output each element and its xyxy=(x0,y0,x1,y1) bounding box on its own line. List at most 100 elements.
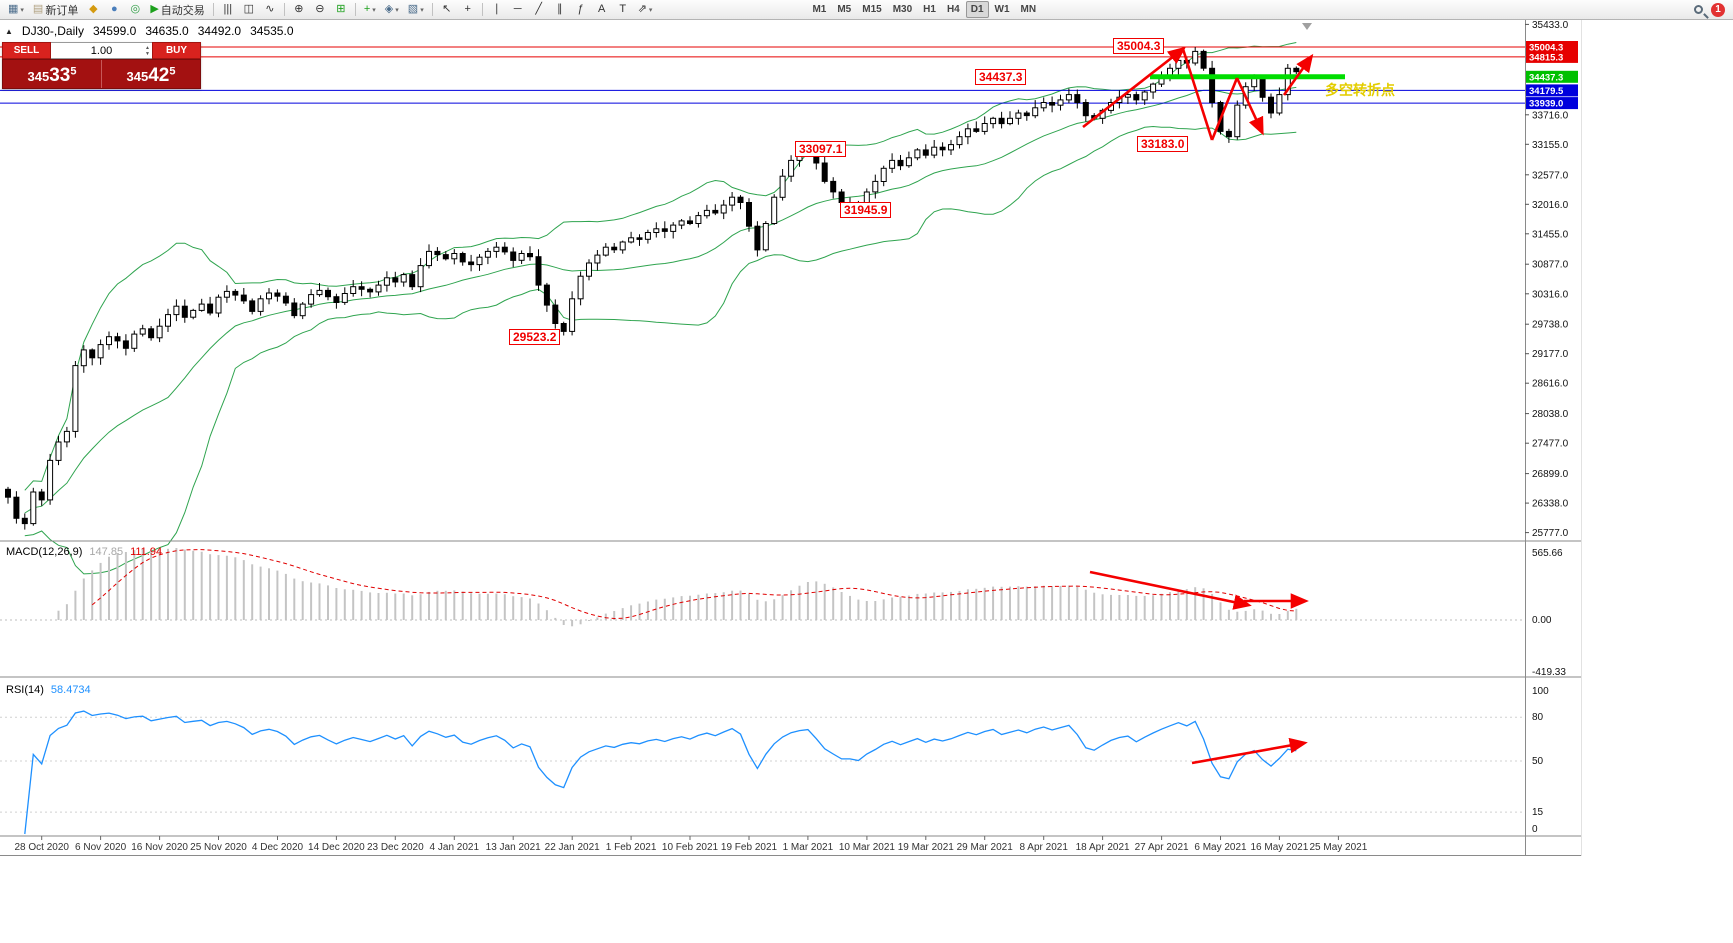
toolbar-separator xyxy=(283,3,285,16)
price-tick-label: 29177.0 xyxy=(1532,349,1569,360)
sell-price-pip: 5 xyxy=(70,65,77,78)
timeframe-mn-button[interactable]: MN xyxy=(1020,4,1037,15)
rsi-arrows[interactable] xyxy=(1191,737,1308,765)
price-annotation-label[interactable]: 34437.3 xyxy=(975,69,1027,85)
zoom-out-button[interactable]: ⊖ xyxy=(310,1,330,18)
zoom-in-button[interactable]: ⊕ xyxy=(289,1,309,18)
price-badge-label: 35004.3 xyxy=(1529,43,1563,54)
indicators-button[interactable]: + ▾ xyxy=(360,1,380,18)
horizontal-line-button[interactable]: ─ xyxy=(508,1,528,18)
trend-arrows[interactable] xyxy=(1082,46,1314,141)
fibonacci-button[interactable]: ƒ xyxy=(571,1,591,18)
date-tick-label: 23 Dec 2020 xyxy=(367,842,424,853)
sell-price[interactable]: 345335 xyxy=(3,60,102,88)
sell-price-main: 345 xyxy=(27,69,50,84)
price-tick-label: 32577.0 xyxy=(1532,170,1569,181)
date-tick-label: 6 Nov 2020 xyxy=(75,842,127,853)
candlestick-chart-type-button[interactable]: ◫ xyxy=(239,1,259,18)
text-button[interactable]: A xyxy=(592,1,612,18)
autotrading-button[interactable]: ▶ 自动交易 xyxy=(146,1,208,18)
date-tick-label: 1 Mar 2021 xyxy=(783,842,834,853)
date-tick-label: 1 Feb 2021 xyxy=(606,842,657,853)
horizontal-level-lines[interactable] xyxy=(0,46,1525,104)
buy-button[interactable]: BUY xyxy=(152,42,201,59)
toolbar-right-group: 1 xyxy=(1694,2,1729,17)
dropdown-caret-icon: ▾ xyxy=(20,6,24,14)
search-icon[interactable] xyxy=(1694,5,1703,14)
date-tick-label: 8 Apr 2021 xyxy=(1020,842,1069,853)
rsi-title-text: RSI(14) xyxy=(6,684,44,696)
macd-scale-label: 0.00 xyxy=(1532,615,1552,626)
price-annotation-label[interactable]: 31945.9 xyxy=(840,202,892,218)
fibonacci-icon: ƒ xyxy=(577,3,584,15)
collapse-panel-arrow-icon[interactable]: ▲ xyxy=(5,26,13,36)
timeframe-m30-button[interactable]: M30 xyxy=(892,4,913,15)
timeframe-h4-button[interactable]: H4 xyxy=(946,4,960,15)
timeframe-m1-button[interactable]: M1 xyxy=(812,4,827,15)
bollinger-middle-band xyxy=(24,86,1297,514)
price-annotation-label[interactable]: 33183.0 xyxy=(1137,136,1189,152)
price-tick-label: 27477.0 xyxy=(1532,439,1569,450)
rsi-scale-label: 15 xyxy=(1532,807,1544,818)
vertical-line-button[interactable]: ∣ xyxy=(487,1,507,18)
buy-price[interactable]: 345425 xyxy=(102,60,200,88)
sell-button[interactable]: SELL xyxy=(2,42,51,59)
timeframe-m15-button[interactable]: M15 xyxy=(862,4,882,15)
timeframe-m5-button[interactable]: M5 xyxy=(837,4,852,15)
price-tick-label: 30877.0 xyxy=(1532,260,1569,271)
timeframe-d1-button[interactable]: D1 xyxy=(965,1,989,18)
tile-windows-button[interactable]: ⊞ xyxy=(331,1,351,18)
toolbar-separator xyxy=(354,3,356,16)
crosshair-button[interactable]: + xyxy=(458,1,478,18)
chart-shift-marker-icon[interactable] xyxy=(1302,23,1312,30)
history-center-icon-button[interactable]: ◆ xyxy=(83,1,103,18)
red-arrow xyxy=(1082,46,1187,129)
chart-canvas[interactable]: 35433.0 33716.0 33155.0 32577.0 32016.0 31455… xyxy=(0,20,1581,856)
chart-plot-area[interactable] xyxy=(0,20,1525,856)
notification-badge[interactable]: 1 xyxy=(1711,2,1725,17)
price-tick-label: 25777.0 xyxy=(1532,528,1569,539)
macd-signal-value: 111.94 xyxy=(130,546,163,558)
cursor-button[interactable]: ↖ xyxy=(437,1,457,18)
text-icon: A xyxy=(598,3,606,15)
new-chart-button[interactable]: ▦ ▾ xyxy=(4,1,28,18)
community-icon-button[interactable]: ◎ xyxy=(125,1,145,18)
price-tick-label: 28038.0 xyxy=(1532,409,1569,420)
date-tick-label: 25 May 2021 xyxy=(1309,842,1367,853)
dropdown-caret-icon: ▾ xyxy=(420,6,424,14)
dropdown-caret-icon: ▾ xyxy=(648,6,653,14)
toolbar-button-label: 新订单 xyxy=(45,4,79,17)
spinner-down-icon[interactable]: ▼ xyxy=(145,51,150,57)
date-tick-label: 6 May 2021 xyxy=(1194,842,1247,853)
macd-arrows[interactable] xyxy=(1089,570,1309,610)
label-button[interactable]: T xyxy=(613,1,633,18)
new-order-button[interactable]: ▤ 新订单 xyxy=(29,1,82,18)
bar-chart-type-button[interactable]: ||| xyxy=(218,1,238,18)
price-axis[interactable]: 35433.0 33716.0 33155.0 32577.0 32016.0 31455… xyxy=(1525,20,1578,835)
price-tick-label: 28616.0 xyxy=(1532,379,1569,390)
channel-button[interactable]: ∥ xyxy=(550,1,570,18)
trendline-button[interactable]: ╱ xyxy=(529,1,549,18)
templates-button[interactable]: ▧ ▾ xyxy=(404,1,428,18)
objects-button[interactable]: ◈ ▾ xyxy=(381,1,403,18)
timeframe-w1-button[interactable]: W1 xyxy=(994,4,1010,15)
autotrading-icon: ▶ xyxy=(150,3,159,15)
time-axis[interactable]: 28 Oct 2020 6 Nov 2020 16 Nov 2020 25 Nov 2… xyxy=(14,836,1368,853)
red-arrow xyxy=(1089,570,1252,610)
volume-input[interactable]: 1.00 ▲ ▼ xyxy=(51,42,152,59)
price-annotation-label[interactable]: 33097.1 xyxy=(795,141,847,157)
arrows-object-button[interactable]: ⇗ ▾ xyxy=(634,1,657,18)
price-annotation-label[interactable]: 29523.2 xyxy=(509,329,561,345)
rsi-scale-label: 100 xyxy=(1532,686,1549,697)
line-chart-type-button[interactable]: ∿ xyxy=(260,1,280,18)
toolbar-separator xyxy=(212,3,214,16)
turning-point-annotation-text[interactable]: 多空转折点 xyxy=(1325,82,1395,98)
spinner-up-icon[interactable]: ▲ xyxy=(145,45,150,51)
timeframe-h1-button[interactable]: H1 xyxy=(923,4,936,15)
accounts-icon-button[interactable]: ● xyxy=(104,1,124,18)
price-annotation-label[interactable]: 35004.3 xyxy=(1113,38,1165,54)
macd-signal-line xyxy=(91,549,1297,620)
horizontal-line-icon: ─ xyxy=(513,3,522,15)
red-arrow xyxy=(1181,48,1214,141)
volume-spinner[interactable]: ▲ ▼ xyxy=(145,45,150,57)
